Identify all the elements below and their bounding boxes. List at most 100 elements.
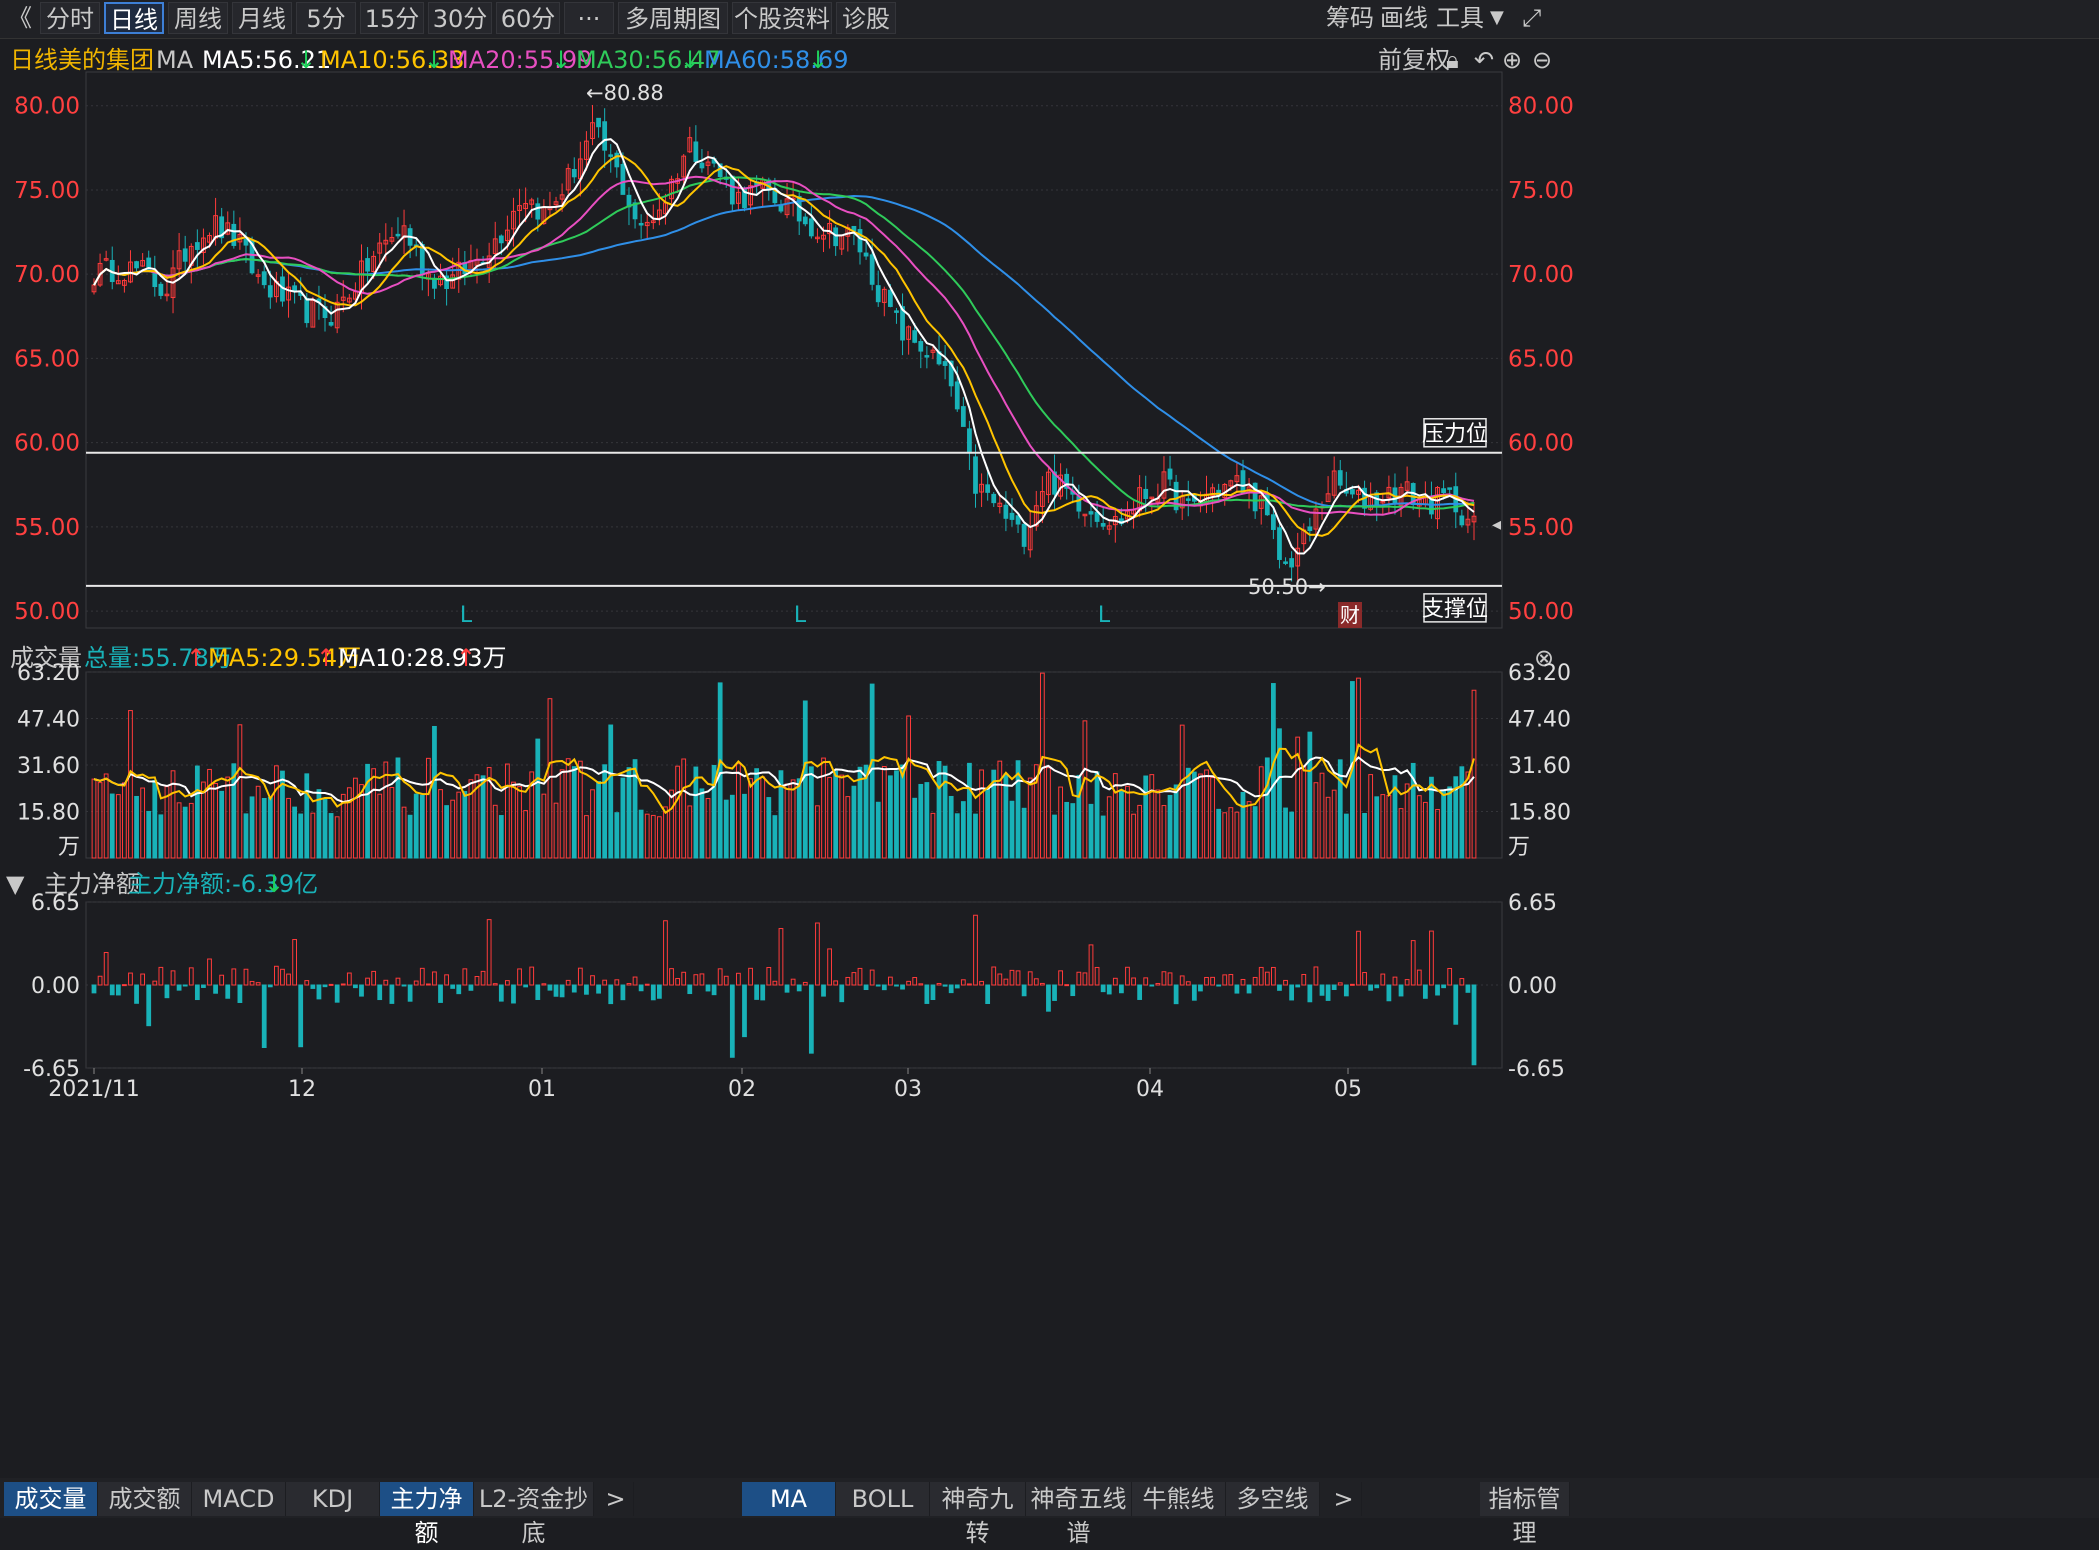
volume-bar [960,801,966,859]
fuquan-label[interactable]: 前复权 [1378,46,1450,74]
flow-bar [207,958,212,986]
flow-bar [1350,983,1355,986]
tab-15min[interactable]: 15分 [360,2,424,34]
candle-body [1331,470,1337,496]
candle-body [650,220,656,224]
tab-intraday[interactable]: 分时 [40,2,100,34]
fullscreen-icon[interactable]: ⤢ [1522,4,1542,32]
volume-bar [425,757,431,859]
volume-bar [462,791,468,859]
volume-bar [948,795,954,859]
flow-bar [1398,984,1404,997]
volume-bar [784,783,790,859]
tab-kdj[interactable]: KDJ [286,1482,380,1516]
candle-body [1234,475,1240,483]
tab-30min[interactable]: 30分 [428,2,492,34]
flow-bar [1362,972,1367,986]
flow-header: ▼ 主力净额 主力净额:-6.39亿 ↓ [0,866,2099,902]
volume-bar [742,793,747,859]
tab-l2-bottom[interactable]: L2-资金抄底 [474,1482,594,1547]
flow-bar [1119,984,1124,994]
candle-body [146,257,152,270]
double-chevron-left-icon[interactable]: 《 [8,4,32,32]
volume-bar [796,778,802,859]
flow-bar [462,968,468,986]
tools-button[interactable]: 工具 [1436,4,1484,32]
candle-body [1100,523,1106,527]
stock-chart[interactable]: 80.00 80.00 75.00 75.00 70.00 70.00 65.00 65.00… [0,0,2099,1478]
flow-bar [638,984,644,992]
candle-body [261,271,267,286]
flow-bar [1216,984,1222,987]
tab-stock-info[interactable]: 个股资料 [732,2,832,34]
tab-main-flow[interactable]: 主力净额 [380,1482,474,1547]
flow-bar [170,970,176,986]
tab-bull-bear[interactable]: 牛熊线 [1132,1482,1226,1516]
close-icon[interactable]: ⊗ [1534,644,1555,672]
flow-bar [1228,974,1234,986]
flow-bar [973,914,978,986]
candle-body [571,168,577,178]
volume-bar [924,782,930,859]
draw-button[interactable]: 画线 [1380,4,1428,32]
tab-weekly[interactable]: 周线 [168,2,228,34]
tab-multi-period[interactable]: 多周期图 [618,2,728,34]
candle-body [881,288,887,303]
volume-bar [365,763,370,859]
candle-body [875,285,881,303]
lock-icon[interactable]: 🔒︎ [1446,46,1459,74]
tab-boll[interactable]: BOLL [836,1482,930,1516]
tab-ma[interactable]: MA [742,1482,836,1516]
flow-bar [742,984,747,1038]
candle-body [596,117,601,128]
volume-bar [480,775,486,859]
tab-volume[interactable]: 成交量 [4,1482,98,1516]
stock-name: 美的集团 [58,46,154,74]
tab-turnover[interactable]: 成交额 [98,1482,192,1516]
volume-bar [614,812,620,859]
flow-bar [784,984,790,993]
tab-60min[interactable]: 60分 [496,2,560,34]
zoom-in-icon[interactable]: ⊕ [1502,46,1523,74]
volume-bar [571,766,577,859]
volume-tick-left: 31.60 [17,754,80,779]
chevron-right-icon[interactable]: > [1326,1482,1362,1516]
undo-icon[interactable]: ↶ [1474,46,1495,74]
volume-bar [371,768,377,859]
volume-bar [699,788,705,859]
chevron-down-icon[interactable]: ▼ [1490,7,1504,28]
flow-bar [401,984,407,987]
indicator-manage-button[interactable]: 指标管理 [1480,1482,1570,1547]
x-axis-label: 2021/11 [48,1077,139,1102]
volume-bar [687,805,693,859]
chip-button[interactable]: 筹码 [1326,4,1374,32]
price-tick-right: 55.00 [1508,515,1574,541]
candle-body [1185,498,1191,501]
candle-body [1447,487,1453,490]
flow-bar [231,968,237,986]
tab-daily[interactable]: 日线 [104,2,164,34]
flow-bar [1343,984,1349,997]
price-tick-left: 70.00 [14,262,80,288]
tab-magic-five[interactable]: 神奇五线谱 [1026,1482,1132,1547]
tab-monthly[interactable]: 月线 [232,2,292,34]
candle-body [498,235,504,244]
tab-diagnose[interactable]: 诊股 [836,2,896,34]
zoom-out-icon[interactable]: ⊖ [1532,46,1553,74]
tab-5min[interactable]: 5分 [296,2,356,34]
volume-bar [736,763,741,859]
indicator-name[interactable]: MA [156,46,194,74]
chevron-right-icon[interactable]: > [598,1482,634,1516]
volume-bar [1386,794,1392,859]
flow-bar [152,980,158,986]
tab-long-short[interactable]: 多空线 [1226,1482,1320,1516]
more-icon[interactable]: ··· [564,2,614,34]
marker-l: L [460,603,473,628]
tab-macd[interactable]: MACD [192,1482,286,1516]
volume-bar [1100,815,1106,859]
volume-title: 成交量 [10,644,82,672]
volume-bar [401,806,407,859]
flow-bar [97,975,103,986]
tab-magic-nine[interactable]: 神奇九转 [930,1482,1026,1547]
collapse-icon[interactable]: ▼ [6,870,25,898]
